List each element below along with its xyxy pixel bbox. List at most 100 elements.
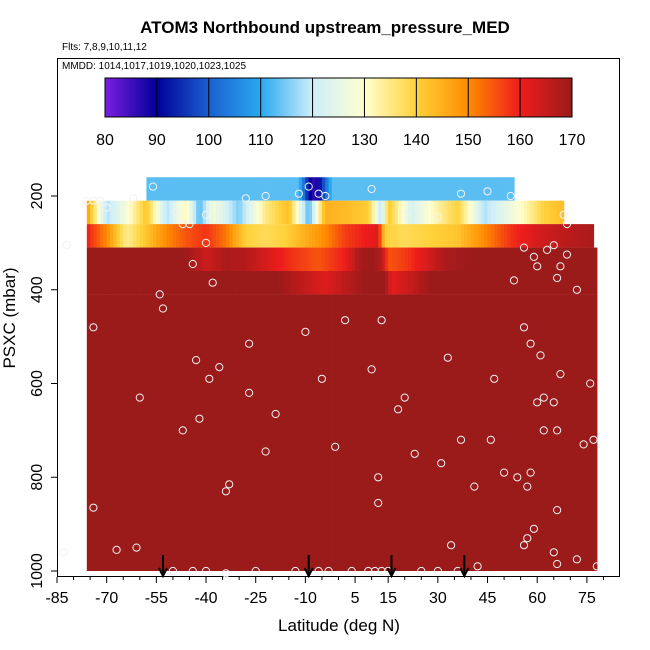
heatmap-cell-band-4 bbox=[457, 271, 462, 295]
heatmap-cell-band-4 bbox=[583, 271, 588, 295]
heatmap-cell-band-0 bbox=[259, 177, 263, 201]
heatmap-cell-band-4 bbox=[232, 271, 237, 295]
heatmap-cell-band-5 bbox=[484, 294, 489, 571]
observation-point bbox=[592, 562, 601, 571]
heatmap-cell-band-0 bbox=[378, 177, 383, 201]
heatmap-cell-band-4 bbox=[176, 271, 181, 295]
heatmap-cell-band-1 bbox=[401, 200, 406, 225]
heatmap-cell-band-2 bbox=[447, 224, 452, 248]
heatmap-cell-band-5 bbox=[129, 294, 134, 571]
heatmap-cell-band-5 bbox=[328, 294, 333, 571]
heatmap-cell-band-3 bbox=[567, 247, 571, 271]
heatmap-cell-band-0 bbox=[504, 177, 508, 201]
heatmap-cell-band-4 bbox=[414, 271, 419, 295]
heatmap-cell-band-1 bbox=[139, 200, 144, 225]
heatmap-cell-band-0 bbox=[292, 177, 297, 201]
heatmap-cell-band-4 bbox=[590, 271, 595, 295]
heatmap-cell-band-5 bbox=[302, 294, 306, 571]
heatmap-cell-band-0 bbox=[172, 177, 177, 201]
heatmap-cell-band-0 bbox=[335, 177, 340, 201]
heatmap-cell-band-2 bbox=[285, 224, 290, 248]
heatmap-cell-band-3 bbox=[103, 247, 108, 271]
heatmap-cell-band-5 bbox=[504, 294, 508, 571]
heatmap-cell-band-0 bbox=[381, 177, 386, 201]
heatmap-cell-band-5 bbox=[106, 294, 111, 571]
heatmap-cell-band-0 bbox=[328, 177, 333, 201]
heatmap-cell-band-5 bbox=[530, 294, 535, 571]
heatmap-cell-band-3 bbox=[232, 247, 237, 271]
heatmap-cell-band-5 bbox=[580, 294, 585, 571]
heatmap-cell-band-2 bbox=[282, 224, 287, 248]
heatmap-cell-band-2 bbox=[209, 224, 214, 248]
observation-point bbox=[400, 393, 409, 402]
heatmap-cell-band-3 bbox=[391, 247, 396, 271]
heatmap-cell-band-0 bbox=[447, 177, 452, 201]
heatmap-cell-band-5 bbox=[470, 294, 475, 571]
observation-point bbox=[201, 238, 211, 247]
observation-point bbox=[314, 566, 323, 576]
heatmap-cell-band-4 bbox=[477, 271, 482, 295]
heatmap-cell-band-3 bbox=[123, 247, 128, 271]
heatmap-cell-band-0 bbox=[308, 177, 313, 201]
heatmap-cell-band-4 bbox=[404, 271, 409, 295]
heatmap-cell-band-4 bbox=[215, 271, 220, 295]
observation-point bbox=[509, 276, 519, 285]
heatmap-cell-band-2 bbox=[411, 224, 416, 248]
heatmap-cell-band-5 bbox=[358, 294, 363, 571]
heatmap-cell-band-4 bbox=[374, 271, 379, 295]
heatmap-cell-band-3 bbox=[447, 247, 452, 271]
observation-point bbox=[500, 468, 509, 477]
observation-point bbox=[526, 468, 535, 477]
heatmap-cell-band-5 bbox=[567, 294, 571, 571]
heatmap-cell-band-4 bbox=[106, 271, 111, 295]
heatmap-cell-band-2 bbox=[298, 224, 303, 248]
heatmap-cell-band-1 bbox=[100, 200, 104, 225]
heatmap-cell-band-5 bbox=[136, 294, 141, 571]
heatmap-cell-band-4 bbox=[540, 271, 545, 295]
heatmap-cell-band-4 bbox=[573, 271, 578, 295]
heatmap-cell-band-5 bbox=[388, 294, 393, 571]
heatmap-cell-band-2 bbox=[219, 224, 224, 248]
flight-marker-arrowhead bbox=[303, 567, 314, 579]
heatmap-cell-band-5 bbox=[391, 294, 396, 571]
heatmap-cell-band-1 bbox=[239, 200, 244, 225]
heatmap-cell-band-1 bbox=[338, 200, 343, 225]
heatmap-cell-band-3 bbox=[302, 247, 306, 271]
heatmap-cell-band-2 bbox=[212, 224, 217, 248]
observation-point bbox=[443, 353, 452, 362]
heatmap-cell-band-4 bbox=[235, 271, 240, 295]
heatmap-cell-band-5 bbox=[553, 294, 558, 571]
heatmap-cell-band-4 bbox=[487, 271, 492, 295]
heatmap-cell-band-3 bbox=[514, 247, 518, 271]
heatmap-cell-band-3 bbox=[182, 247, 187, 271]
flight-marker-arrowhead bbox=[158, 567, 168, 579]
heatmap-cell-band-0 bbox=[388, 177, 393, 201]
heatmap-cell-band-4 bbox=[196, 271, 200, 295]
x-tick-label: 75 bbox=[578, 590, 596, 607]
heatmap-cell-band-5 bbox=[90, 294, 95, 571]
heatmap-cell-band-3 bbox=[179, 247, 184, 271]
heatmap-cell-band-5 bbox=[517, 294, 522, 571]
heatmap-cell-band-5 bbox=[292, 294, 297, 571]
heatmap-cell-band-2 bbox=[345, 224, 350, 248]
heatmap-cell-band-4 bbox=[424, 271, 429, 295]
heatmap-cell-band-2 bbox=[176, 224, 181, 248]
colorbar-tick-label: 150 bbox=[455, 132, 482, 149]
heatmap-cell-band-5 bbox=[576, 294, 581, 571]
heatmap-cell-band-4 bbox=[103, 271, 108, 295]
observation-point bbox=[96, 196, 105, 205]
heatmap-cell-band-1 bbox=[368, 200, 373, 225]
heatmap-cell-band-0 bbox=[215, 177, 220, 201]
heatmap-cell-band-4 bbox=[202, 271, 207, 295]
heatmap-cell-band-5 bbox=[341, 294, 346, 571]
heatmap-cell-band-1 bbox=[129, 200, 134, 225]
heatmap-cell-band-2 bbox=[225, 224, 230, 248]
heatmap-cell-band-0 bbox=[414, 177, 419, 201]
heatmap-cell-band-5 bbox=[222, 294, 227, 571]
y-tick-label: 600 bbox=[29, 370, 46, 397]
heatmap-cell-band-5 bbox=[272, 294, 277, 571]
heatmap-cell-band-0 bbox=[424, 177, 429, 201]
heatmap-cell-band-3 bbox=[129, 247, 134, 271]
heatmap-cell-band-4 bbox=[225, 271, 230, 295]
heatmap-cell-band-2 bbox=[520, 224, 525, 248]
